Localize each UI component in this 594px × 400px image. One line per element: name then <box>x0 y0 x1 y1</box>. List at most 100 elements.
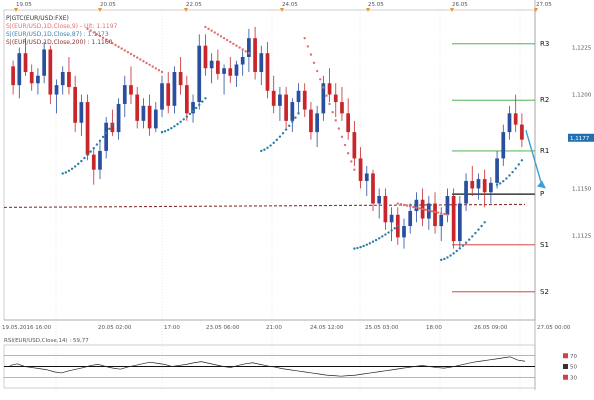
sar-up-dot <box>80 159 83 163</box>
sar-down-dot <box>306 45 310 48</box>
top-date-label: 25.05 <box>368 2 384 8</box>
candle-bear <box>451 196 456 242</box>
sar-down-dot <box>139 58 142 61</box>
sar-down-dot <box>89 29 92 32</box>
sar-down-dot <box>399 203 403 206</box>
candle-bull <box>315 113 319 133</box>
candle-bull <box>98 150 102 170</box>
candle-bull <box>79 102 84 123</box>
candle-bear <box>340 102 344 114</box>
sar-up-dot <box>185 115 189 118</box>
sar-up-dot <box>356 246 359 250</box>
current-price-label: 1,1177 <box>570 136 590 142</box>
sar-up-dot <box>508 174 511 177</box>
bottom-date-label: 18:00 <box>426 325 442 331</box>
sar-up-dot <box>480 224 483 228</box>
candle-bull <box>364 173 369 181</box>
projection-arrow <box>525 130 546 189</box>
sar-down-dot <box>108 40 111 43</box>
candle-bull <box>501 132 506 159</box>
sar-up-dot <box>384 233 387 236</box>
candle-bear <box>228 68 233 76</box>
sar-up-dot <box>477 228 480 231</box>
bottom-date-label: 23.05 06:00 <box>206 325 240 331</box>
sar-down-dot <box>126 50 130 54</box>
axes <box>4 0 538 390</box>
sar-down-dot <box>424 208 427 212</box>
candle-bull <box>234 64 239 76</box>
sar-down-dot <box>111 41 114 45</box>
sar-down-dot <box>114 43 117 47</box>
bottom-date-label: 24.05 12:00 <box>310 325 344 331</box>
sar-up-dot <box>483 221 486 224</box>
sar-up-dot <box>514 167 517 170</box>
sar-down-dot <box>412 205 415 209</box>
sar-up-dot <box>70 167 74 170</box>
sar-up-dot <box>160 130 164 134</box>
legend-entry: S|(EUR/USD,1D,Close,200) : 1.1160 <box>6 39 113 46</box>
candle-bull <box>296 90 301 103</box>
sar-down-dot <box>104 38 108 41</box>
sar-down-dot <box>322 86 325 89</box>
sar-up-dot <box>173 125 176 128</box>
sar-down-dot <box>216 33 220 36</box>
sar-up-dot <box>77 162 80 166</box>
sar-up-dot <box>98 139 102 143</box>
sar-up-dot <box>471 235 474 238</box>
bottom-date-label: 17:00 <box>164 325 180 331</box>
sar-up-dot <box>61 172 64 175</box>
candle-bear <box>327 83 332 95</box>
moving-average-200 <box>3 203 526 208</box>
sar-down-dot <box>334 119 337 122</box>
sar-down-dot <box>238 46 241 49</box>
sar-up-dot <box>163 130 167 133</box>
session-marker <box>98 8 102 12</box>
sar-up-dot <box>95 143 99 146</box>
candle-bear <box>129 85 133 95</box>
sar-up-dot <box>176 122 179 126</box>
sar-down-dot <box>418 207 421 210</box>
sar-down-dot <box>232 42 235 46</box>
sar-down-dot <box>427 209 431 212</box>
candle-bear <box>302 90 307 110</box>
candle-bear <box>203 45 208 69</box>
candle-bull <box>408 211 413 227</box>
sar-up-dot <box>390 229 393 232</box>
sar-down-dot <box>129 52 133 56</box>
sar-up-dot <box>458 247 462 250</box>
sar-up-dot <box>393 227 396 230</box>
candle-bull <box>60 72 65 86</box>
arrow-head <box>537 180 546 189</box>
sar-down-dot <box>117 45 120 48</box>
sar-up-dot <box>498 182 502 185</box>
sar-up-dot <box>288 124 291 127</box>
sar-up-dot <box>179 120 182 123</box>
rsi-axis-label: 30 <box>570 375 577 381</box>
pivot-label-p: P <box>540 190 544 198</box>
sar-up-dot <box>104 131 108 135</box>
top-date-label: 19.05 <box>16 2 32 8</box>
candle-bull <box>489 182 493 193</box>
sar-up-dot <box>511 170 514 174</box>
candle-bull <box>141 105 146 121</box>
candle-bull <box>445 196 450 215</box>
candle-bear <box>178 72 183 86</box>
sar-down-dot <box>402 203 406 207</box>
candle-bear <box>284 94 288 121</box>
sar-down-dot <box>135 56 139 59</box>
sar-down-dot <box>142 59 145 63</box>
sar-up-dot <box>67 169 71 172</box>
legend: P|GTC(EUR/USD:FXE)S|(EUR/USD,1D,Close,9)… <box>6 15 118 46</box>
sar-up-dot <box>371 240 375 243</box>
sar-down-dot <box>207 27 210 30</box>
sar-up-dot <box>281 132 285 135</box>
sar-up-dot <box>167 128 170 132</box>
top-date-label: 20.05 <box>100 2 116 8</box>
session-marker <box>366 8 370 12</box>
sar-up-dot <box>297 112 300 115</box>
candle-bull <box>191 102 195 114</box>
sar-up-dot <box>198 103 201 107</box>
sar-up-dot <box>269 144 272 147</box>
sar-up-dot <box>359 245 362 249</box>
